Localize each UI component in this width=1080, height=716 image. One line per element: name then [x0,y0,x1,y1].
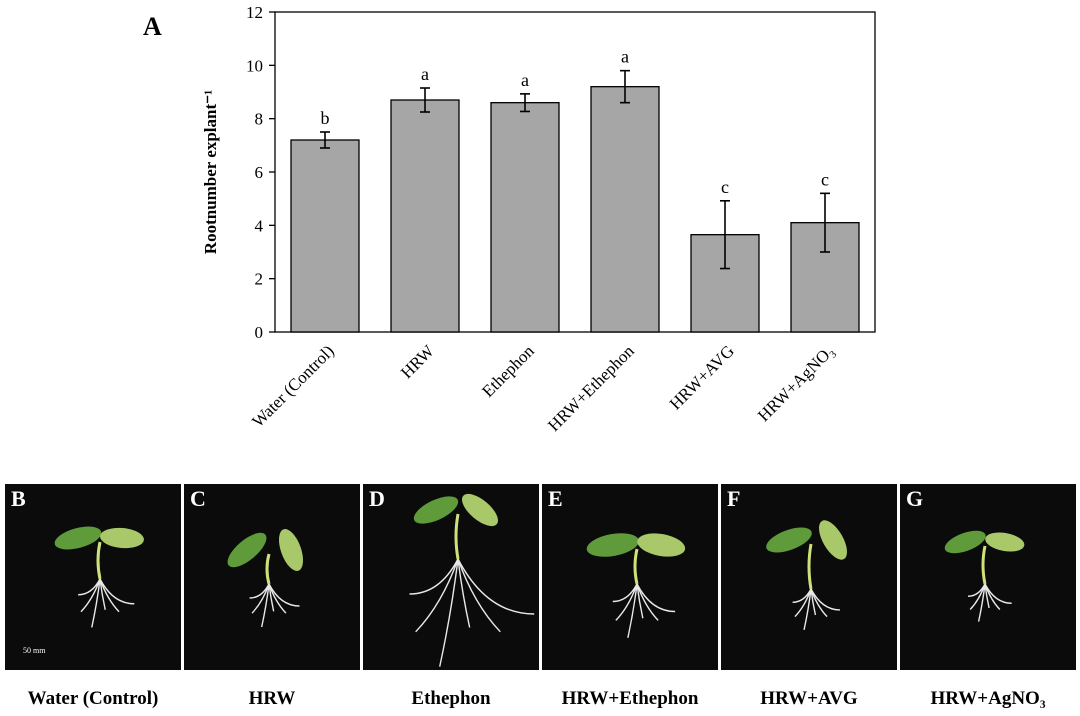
leaf-left [586,533,639,557]
significance-label: a [521,70,529,90]
root [260,583,270,628]
y-tick-label: 12 [246,3,263,22]
seedling-illustration [409,493,535,667]
bar [290,139,360,333]
seedling-photo-d: D [363,484,539,670]
x-tick-label: HRW [397,341,438,382]
seedling-illustration [227,529,304,628]
stem [633,548,639,585]
root [615,583,638,621]
panel-letter: B [11,486,26,511]
root [803,588,812,631]
root [457,558,471,628]
scale-bar-label: 50 mm [23,646,46,655]
panel-caption: HRW+AVG [760,688,858,709]
leaf-left [227,532,267,568]
root [457,558,535,615]
seedling-photo-b: B 50 mm [5,484,181,670]
seedling-illustration [766,520,848,631]
x-tick-label: Ethephon [478,341,538,401]
panel-caption: Water (Control) [27,688,159,709]
root [457,558,501,633]
bar [490,102,560,333]
leaf-left [766,527,812,553]
x-tick-label: Water (Control) [248,341,338,431]
y-tick-label: 10 [246,56,263,75]
leaf-right [100,527,144,549]
root [80,578,101,613]
root [984,583,1012,604]
stem [807,543,813,590]
panel-caption: Ethephon [411,688,491,709]
root [99,578,135,605]
leaf-left [54,526,102,550]
bar [590,86,660,333]
y-axis-label: Rootnumber explant⁻¹ [201,90,220,254]
seedling-photo-e: E [542,484,718,670]
panel-letter: G [906,486,924,511]
root [415,558,459,633]
significance-label: a [621,47,629,67]
stem [981,545,987,585]
y-tick-label: 8 [255,110,264,129]
stem [96,541,102,580]
stem [265,553,271,585]
x-tick-label: HRW+AgNO₃ [754,341,838,425]
leaf-left [944,530,986,554]
leaf-right [461,493,499,527]
root [636,583,676,613]
leaf-right [278,529,304,571]
seedling-illustration [586,533,686,638]
panel-caption: HRW+AgNO₃ [930,688,1046,709]
panel-label: A [143,12,162,41]
leaf-left [413,496,459,524]
x-tick-label: HRW+AVG [666,341,738,413]
bar-chart: A Rootnumber explant⁻¹ 0 2 4 6 8 10 12 b Water (… [143,3,876,435]
stem [454,513,460,560]
leaf-right [637,533,686,557]
seedling-photo-c: C [184,484,360,670]
panel-letter: C [190,486,206,511]
root [977,583,986,622]
panel-letter: D [369,486,385,511]
seedling-illustration [54,526,144,628]
panel-letter: F [727,486,741,511]
y-tick-label: 6 [255,163,264,182]
y-tick-label: 2 [255,270,264,289]
significance-label: b [321,108,330,128]
seedling-photo-g: G [900,484,1076,670]
significance-label: a [421,64,429,84]
y-tick-label: 0 [255,323,264,342]
root [409,558,459,595]
seedling-photo-f: F [721,484,897,670]
leaf-right [985,532,1025,552]
y-tick-label: 4 [255,216,264,235]
root [627,583,638,638]
panel-letter: E [548,486,563,511]
panel-caption: HRW [248,688,296,709]
plot-frame [274,11,876,333]
root [439,558,459,667]
bar [390,99,460,333]
root [810,588,840,611]
x-tick-label: HRW+Ethephon [544,341,638,435]
seedling-illustration [944,530,1025,622]
root [268,583,300,607]
significance-label: c [821,169,829,189]
significance-label: c [721,177,729,197]
root [251,583,270,614]
root [91,578,101,628]
panel-caption: HRW+Ethephon [561,688,699,709]
leaf-right [819,520,848,560]
